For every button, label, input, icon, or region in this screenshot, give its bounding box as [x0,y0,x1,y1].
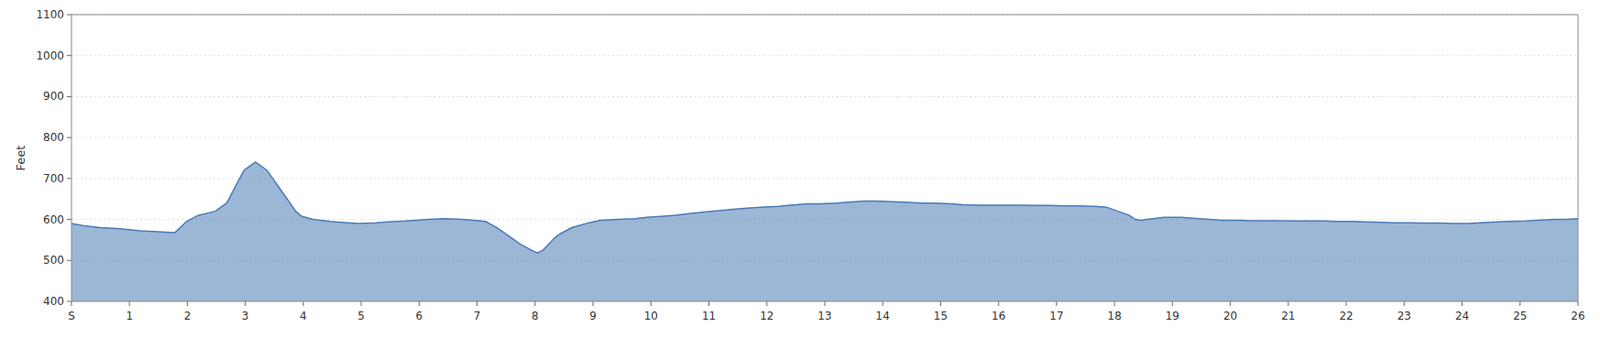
tick-label: 11 [701,309,716,323]
tick-mark [244,301,246,307]
chart: 40050060070080090010001100S1234567891011… [0,0,1600,338]
grid-line [71,137,1579,139]
tick-mark [66,260,72,262]
tick-mark [1403,301,1405,307]
tick-label: 18 [1107,309,1122,323]
tick-label: 600 [43,213,65,227]
tick-mark [66,96,72,98]
tick-mark [66,54,72,56]
tick-label: 900 [43,89,65,103]
tick-label: 15 [933,309,948,323]
elevation-line [71,162,1579,253]
tick-label: 500 [43,253,65,267]
tick-mark [1346,301,1348,307]
tick-label: 13 [817,309,832,323]
tick-label: 1 [125,309,133,323]
tick-label: 800 [43,131,65,144]
tick-mark [650,301,652,307]
tick-label: 20 [1223,309,1238,323]
tick-label: 2 [184,309,192,323]
grid-line [71,96,1579,98]
tick-mark [1114,301,1116,307]
tick-mark [129,301,131,307]
tick-mark [940,301,942,307]
tick-label: 26 [1570,309,1585,323]
tick-mark [186,301,188,307]
tick-label: 3 [241,309,250,323]
tick-label: 5 [357,309,365,323]
tick-mark [66,219,72,220]
tick-label: 17 [1049,309,1064,323]
tick-label: 1100 [35,8,65,22]
tick-mark [66,301,72,303]
tick-label: 7 [473,309,482,323]
tick-mark [997,301,999,307]
tick-label: 22 [1338,309,1353,323]
tick-label: 9 [589,309,597,323]
tick-mark [708,301,710,307]
tick-label: 23 [1397,309,1412,323]
tick-mark [66,177,72,179]
grid-line [71,177,1579,179]
tick-mark [476,301,478,307]
tick-mark [1461,301,1463,307]
x-axis: S123456789101112131415161718192021222324… [67,301,1585,323]
tick-mark [1287,301,1289,307]
tick-label: 6 [416,309,424,323]
tick-label: 24 [1455,309,1469,323]
tick-mark [418,301,420,307]
grid-line [71,54,1579,56]
tick-label: 10 [644,309,658,323]
plot-frame [71,14,1579,302]
tick-mark [766,301,768,307]
tick-mark [1229,301,1231,307]
tick-label: 12 [759,309,774,323]
tick-label: 8 [531,309,539,323]
tick-mark [1172,301,1173,307]
tick-mark [534,301,536,307]
tick-mark [361,301,362,307]
tick-label: 16 [991,309,1006,323]
y-axis: 400 500 600 700 800 900 1000 1100 [35,8,1579,308]
tick-mark [302,301,304,307]
tick-mark [824,301,826,307]
tick-mark [1578,301,1579,307]
tick-mark [71,301,73,307]
tick-label: 700 [43,172,65,186]
plot-area [71,162,1579,302]
axis-label: Feet [13,145,28,172]
tick-mark [882,301,884,307]
tick-mark [592,301,594,307]
tick-label: 1000 [35,49,65,63]
tick-mark [1519,301,1521,307]
elevation-area [71,162,1579,302]
tick-label: 21 [1281,309,1295,323]
tick-label: 25 [1512,309,1527,323]
tick-label: 400 [43,295,65,308]
tick-label: 4 [299,309,307,323]
tick-mark [66,14,72,16]
tick-mark [1055,301,1057,307]
tick-label: 14 [876,309,890,323]
tick-mark [66,137,72,139]
tick-label: S [67,309,76,323]
tick-label: 19 [1165,309,1180,323]
